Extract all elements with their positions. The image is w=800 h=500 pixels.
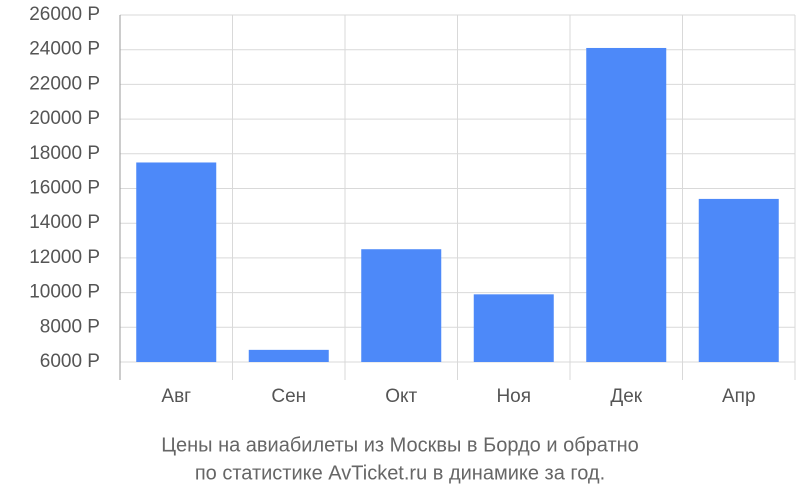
- y-tick-label: 10000 Р: [29, 282, 100, 303]
- y-tick-label: 20000 Р: [29, 108, 100, 129]
- bar: [136, 162, 217, 362]
- bar: [586, 47, 667, 363]
- x-tick-label: Сен: [271, 386, 306, 407]
- y-tick-label: 8000 Р: [40, 316, 100, 337]
- bar: [473, 294, 554, 362]
- y-tick-label: 14000 Р: [29, 212, 100, 233]
- x-tick-label: Дек: [610, 386, 642, 407]
- x-tick-label: Окт: [385, 386, 417, 407]
- y-tick-label: 18000 Р: [29, 143, 100, 164]
- y-tick-label: 16000 Р: [29, 178, 100, 199]
- y-tick-label: 26000 Р: [29, 4, 100, 25]
- bar: [361, 249, 442, 362]
- caption-line: Цены на авиабилеты из Москвы в Бордо и о…: [161, 434, 639, 456]
- x-tick-label: Авг: [161, 386, 191, 407]
- y-tick-label: 12000 Р: [29, 247, 100, 268]
- caption-line: по статистике AvTicket.ru в динамике за …: [195, 462, 605, 484]
- x-tick-label: Ноя: [496, 386, 531, 407]
- bar: [248, 349, 329, 362]
- bar: [698, 198, 779, 362]
- x-tick-label: Апр: [722, 386, 756, 407]
- y-tick-label: 24000 Р: [29, 39, 100, 60]
- y-tick-label: 6000 Р: [40, 351, 100, 372]
- y-tick-label: 22000 Р: [29, 73, 100, 94]
